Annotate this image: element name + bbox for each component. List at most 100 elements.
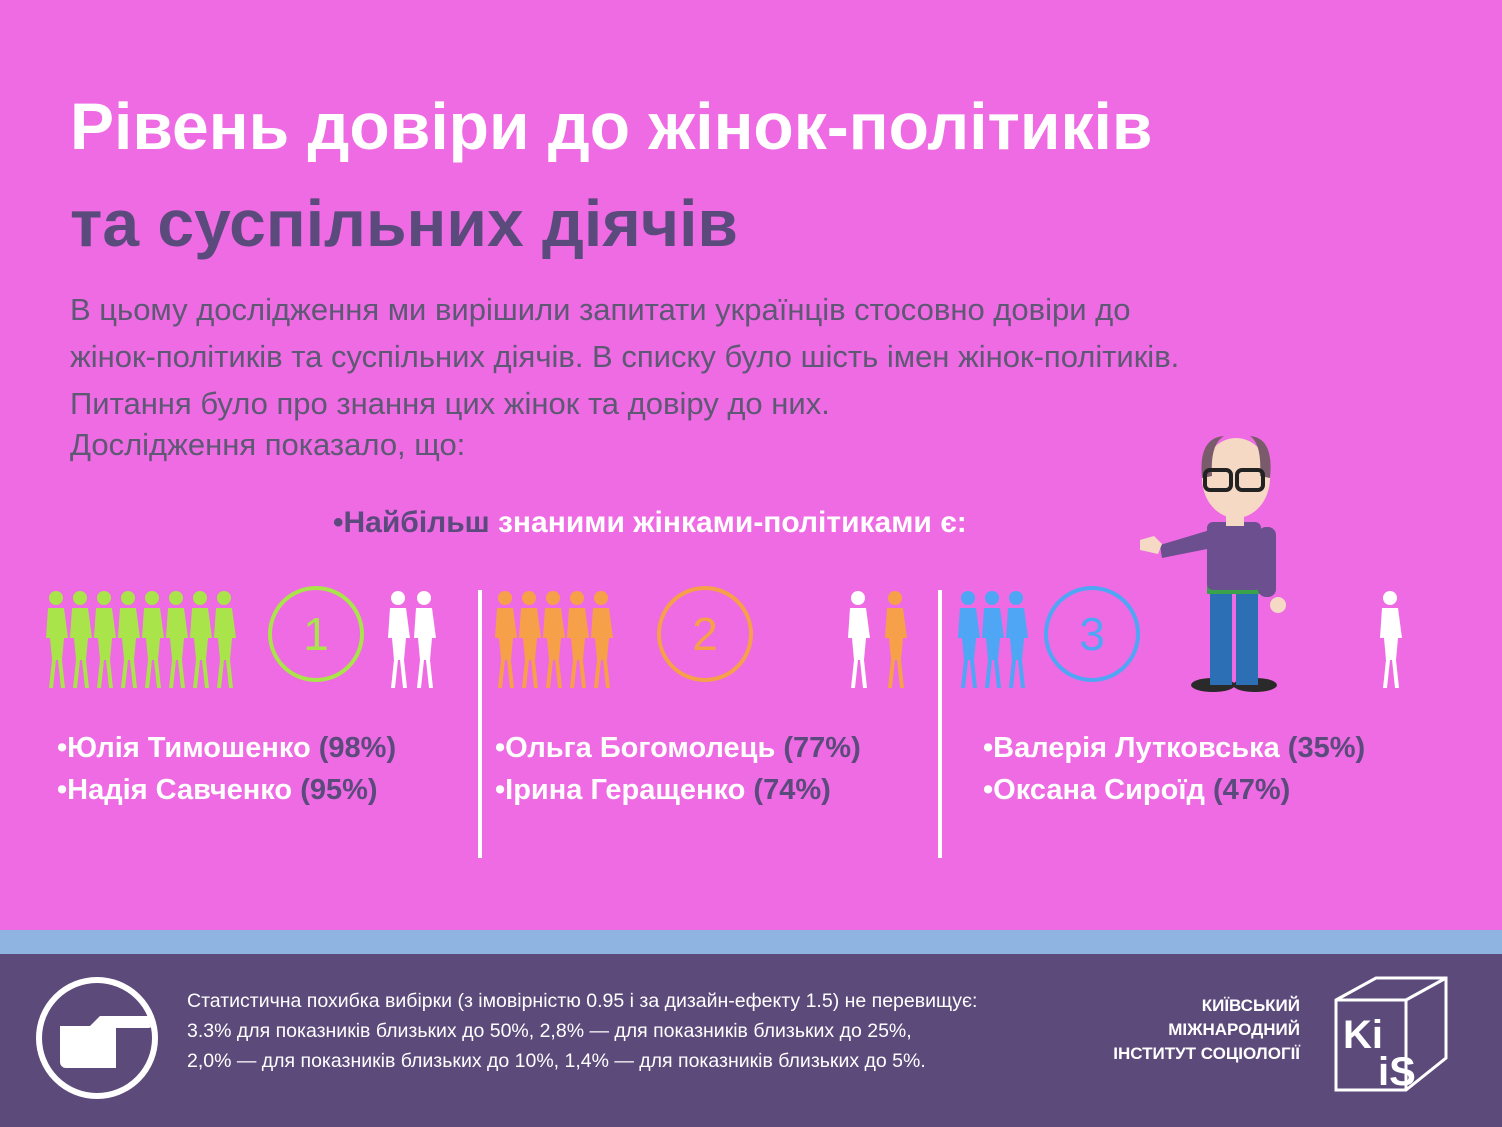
head (570, 591, 584, 605)
body (848, 608, 870, 688)
woman-icon (94, 591, 116, 688)
body (543, 608, 565, 688)
body (118, 608, 140, 688)
footnote: 2,0% — для показників близьких до 10%, 1… (187, 1050, 926, 1072)
rank-number: 3 (1079, 608, 1105, 660)
body (591, 608, 613, 688)
person: •Оксана Сироїд (47%) (983, 774, 1290, 807)
person: •Ірина Геращенко (74%) (495, 774, 831, 807)
person-name: •Надія Савченко (57, 774, 293, 806)
intro-line: Дослідження показало, що: (70, 427, 466, 462)
person-percent: (95%) (292, 774, 378, 806)
title: Рівень довіри до жінок-політиків (70, 89, 1153, 163)
woman-icon (519, 591, 541, 688)
body (70, 608, 92, 688)
woman-icon (166, 591, 188, 688)
body (519, 608, 541, 688)
head (961, 591, 975, 605)
body (94, 608, 116, 688)
head (888, 591, 902, 605)
woman-icon (414, 591, 436, 688)
head (546, 591, 560, 605)
woman-icon (591, 591, 613, 688)
person-percent: (77%) (775, 732, 861, 764)
org-name: КИЇВСЬКИЙ (1201, 996, 1300, 1015)
footer (0, 954, 1502, 1127)
woman-icon (214, 591, 236, 688)
body (142, 608, 164, 688)
woman-icon (982, 591, 1004, 688)
body (388, 608, 410, 688)
person-name: •Ірина Геращенко (495, 774, 746, 806)
person-percent: (98%) (310, 732, 397, 764)
pointer-icon (36, 977, 158, 1099)
footnote: Статистична похибка вибірки (з імовірніс… (187, 990, 978, 1012)
body (885, 608, 907, 688)
subheading: •Найбільш знаними жінками-політиками є: (333, 506, 967, 540)
intro-line: В цьому дослідження ми вирішили запитати… (70, 292, 1131, 327)
woman-icon (388, 591, 410, 688)
woman-icon (70, 591, 92, 688)
head (73, 591, 87, 605)
woman-icon (958, 591, 980, 688)
woman-icon (190, 591, 212, 688)
person-percent: (47%) (1204, 774, 1291, 806)
rank-number: 2 (692, 608, 718, 660)
person-name: •Ольга Богомолець (495, 732, 776, 764)
intro-line: жінок-політиків та суспільних діячів. В … (70, 339, 1180, 374)
title: та суспільних діячів (70, 186, 738, 260)
woman-icon (118, 591, 140, 688)
presenter (1140, 436, 1286, 692)
body (495, 608, 517, 688)
woman-icon (567, 591, 589, 688)
person: •Валерія Лутковська (35%) (983, 732, 1365, 765)
head (97, 591, 111, 605)
head (851, 591, 865, 605)
body (982, 608, 1004, 688)
woman-icon (543, 591, 565, 688)
body (567, 608, 589, 688)
person: •Надія Савченко (95%) (57, 774, 378, 807)
person: •Ольга Богомолець (77%) (495, 732, 861, 765)
woman-icon (142, 591, 164, 688)
person-name: •Валерія Лутковська (983, 732, 1280, 764)
head (1009, 591, 1023, 605)
intro-line: Питання було про знання цих жінок та дов… (70, 386, 830, 421)
head (145, 591, 159, 605)
body (214, 608, 236, 688)
head (121, 591, 135, 605)
head (49, 591, 63, 605)
body (1006, 608, 1028, 688)
rank-number: 1 (303, 608, 329, 660)
head (594, 591, 608, 605)
person-percent: (74%) (745, 774, 831, 806)
org-name: МІЖНАРОДНИЙ (1168, 1020, 1300, 1039)
body (958, 608, 980, 688)
woman-icon (1380, 591, 1402, 688)
woman-icon (46, 591, 68, 688)
head (193, 591, 207, 605)
head (1383, 591, 1397, 605)
footnote: 3.3% для показників близьких до 50%, 2,8… (187, 1020, 912, 1042)
head (985, 591, 999, 605)
woman-icon (1006, 591, 1028, 688)
woman-icon (848, 591, 870, 688)
head (391, 591, 405, 605)
body (1380, 608, 1402, 688)
body (414, 608, 436, 688)
head (417, 591, 431, 605)
rank-circle (657, 586, 753, 682)
woman-icon (885, 591, 907, 688)
person: •Юлія Тимошенко (98%) (57, 732, 396, 765)
body (166, 608, 188, 688)
head (498, 591, 512, 605)
head (522, 591, 536, 605)
subheading-lead: •Найбільш (333, 506, 490, 539)
body (190, 608, 212, 688)
head (169, 591, 183, 605)
stripe (0, 930, 1502, 954)
rank-circle (1044, 586, 1140, 682)
org-name: ІНСТИТУТ СОЦІОЛОГІЇ (1113, 1044, 1300, 1063)
